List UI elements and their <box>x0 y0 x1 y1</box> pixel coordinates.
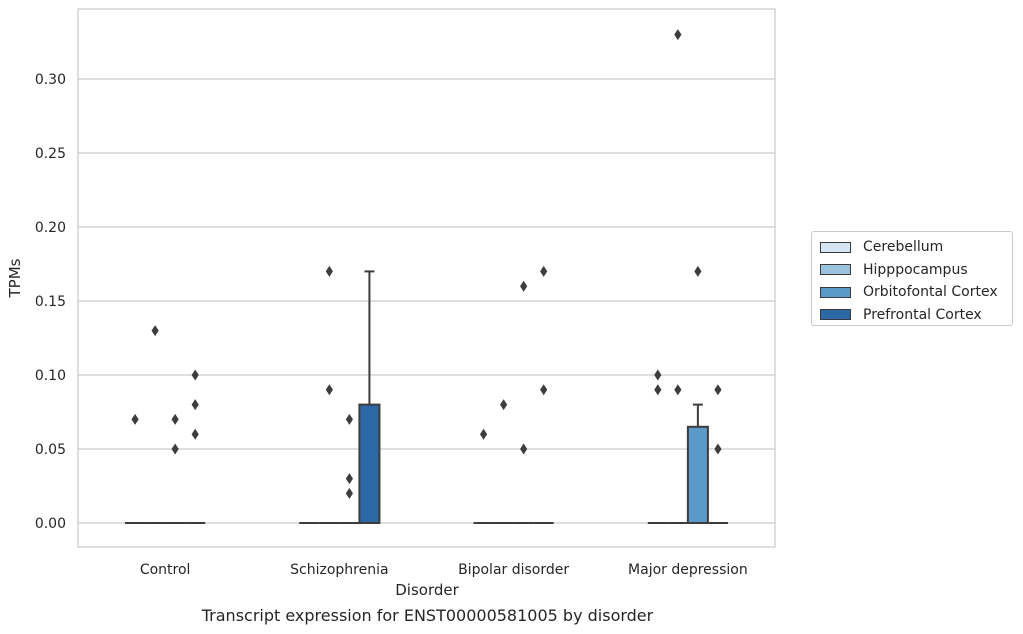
x-tick-label: Control <box>140 562 191 578</box>
x-axis-label: Disorder <box>395 581 459 599</box>
legend-item: Hipppocampus <box>820 259 1004 282</box>
outlier-point <box>325 384 333 396</box>
y-tick-label: 0.15 <box>35 294 66 310</box>
legend-label: Cerebellum <box>863 239 944 256</box>
outlier-point <box>171 413 179 425</box>
plot-frame <box>77 8 776 548</box>
box-0-2 <box>165 413 186 524</box>
box <box>358 403 381 525</box>
outlier-point <box>714 443 722 455</box>
box-1-3 <box>358 270 381 525</box>
outlier-point <box>520 443 528 455</box>
legend-swatch <box>820 286 851 298</box>
box-3-3 <box>707 384 728 524</box>
outlier-point <box>654 369 662 381</box>
legend: Cerebellum Hipppocampus Orbitofontal Cor… <box>811 231 1013 326</box>
outlier-point <box>500 399 508 411</box>
legend-label: Orbitofontal Cortex <box>863 284 998 301</box>
outlier-point <box>520 280 528 292</box>
x-tick-label: Major depression <box>628 562 748 578</box>
outlier-point <box>325 265 333 277</box>
outlier-point <box>654 384 662 396</box>
y-axis-label: TPMs <box>6 258 24 298</box>
y-tick-label: 0.20 <box>35 220 66 236</box>
y-tick-label: 0.10 <box>35 368 66 384</box>
y-tick-label: 0.30 <box>35 72 66 88</box>
legend-swatch <box>820 309 851 321</box>
outlier-point <box>345 413 353 425</box>
y-tick-label: 0.25 <box>35 146 66 162</box>
outlier-point <box>171 443 179 455</box>
box-3-2 <box>686 265 709 524</box>
chart-caption: Transcript expression for ENST0000058100… <box>201 606 654 625</box>
legend-swatch <box>820 241 851 253</box>
outlier-point <box>674 384 682 396</box>
outlier-point <box>694 265 702 277</box>
box-2-1 <box>493 399 514 524</box>
box-0-1 <box>145 325 166 524</box>
outlier-point <box>714 384 722 396</box>
box-2-2 <box>513 280 534 524</box>
legend-label: Prefrontal Cortex <box>863 306 982 323</box>
outlier-point <box>191 399 199 411</box>
outlier-point <box>479 428 488 440</box>
outlier-point <box>151 325 159 337</box>
outlier-point <box>674 29 682 41</box>
outlier-point <box>345 487 353 499</box>
legend-item: Cerebellum <box>820 236 1004 259</box>
y-axis-ticks: 0.00 0.05 0.10 0.15 0.20 0.25 0.30 <box>35 72 66 532</box>
x-tick-label: Bipolar disorder <box>458 562 569 578</box>
legend-item: Prefrontal Cortex <box>820 304 1004 327</box>
outlier-point <box>131 413 139 425</box>
outlier-point <box>345 473 353 485</box>
outlier-point <box>540 265 548 277</box>
x-axis-ticks: Control Schizophrenia Bipolar disorder Majo… <box>140 562 748 578</box>
box-2-0 <box>473 428 494 524</box>
box-3-1 <box>667 29 688 524</box>
outlier-point <box>191 428 199 440</box>
y-tick-label: 0.05 <box>35 442 66 458</box>
box-3-0 <box>647 369 668 524</box>
box-0-0 <box>125 413 146 524</box>
box-2-3 <box>533 265 554 524</box>
box-0-3 <box>185 369 206 524</box>
legend-swatch <box>820 264 851 276</box>
legend-item: Orbitofontal Cortex <box>820 281 1004 304</box>
box-1-2 <box>339 413 360 524</box>
y-tick-label: 0.00 <box>35 516 66 532</box>
grid-lines <box>78 78 775 524</box>
x-tick-label: Schizophrenia <box>290 562 388 578</box>
box-series <box>125 29 728 525</box>
legend-label: Hipppocampus <box>863 261 968 278</box>
box <box>686 425 709 524</box>
outlier-point <box>540 384 548 396</box>
outlier-point <box>191 369 199 381</box>
box-1-1 <box>319 265 340 524</box>
